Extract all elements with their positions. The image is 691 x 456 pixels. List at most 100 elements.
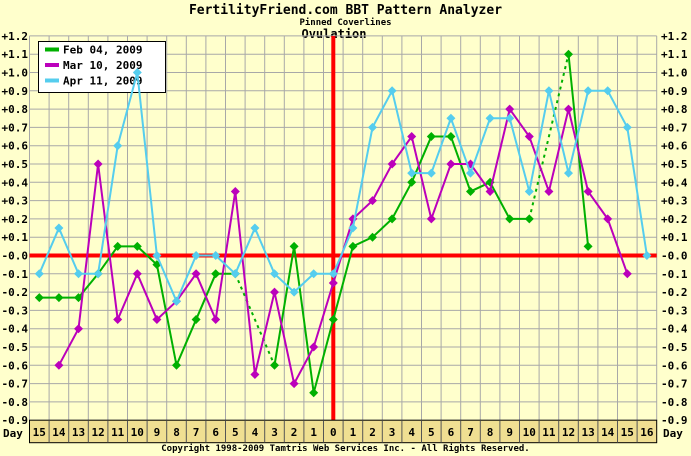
series-line [273,135,530,394]
data-point [211,251,221,260]
y-tick-label: +0.3 [2,195,29,208]
y-tick-label: -0.8 [661,396,688,409]
day-label: 14 [601,426,615,439]
ovulation-line [331,35,336,421]
y-tick-label: +0.4 [661,176,688,189]
day-label: 5 [428,426,435,439]
data-point [211,269,221,279]
day-axis-label-right: Day [663,427,683,440]
y-tick-label: -0.1 [2,268,29,281]
day-axis-label-left: Day [3,427,23,440]
data-point [544,186,554,196]
y-axis-left: +1.2 +1.1 +1.0 +0.9 +0.8 +0.7 +0.6 +0.5 +0.4 +0.3… [2,30,29,427]
y-tick-label: -0.0 [2,250,29,263]
data-point [172,360,181,370]
y-tick-label: +0.8 [2,103,29,116]
day-label: 13 [581,426,594,439]
day-label: 7 [467,426,474,439]
data-point [132,68,142,77]
data-point [309,342,319,352]
y-tick-label: +0.7 [2,121,29,134]
data-point [583,186,593,196]
day-label: 8 [173,426,180,439]
day-label: 2 [291,426,298,439]
data-point [211,315,221,325]
series-dashed-gap [528,53,570,220]
legend: Feb 04, 2009 Mar 10, 2009 Apr 11, 2009 [38,41,166,93]
data-point [387,86,397,96]
y-tick-label: -0.3 [2,304,29,317]
y-axis-right: +1.2 +1.1 +1.0 +0.9 +0.8 +0.7 +0.6 +0.5 +0.4 +0.3… [661,30,688,427]
y-tick-label: +0.3 [661,195,688,208]
day-label: 11 [111,426,125,439]
day-label: 12 [91,426,104,439]
data-point [426,132,436,142]
y-tick-label: -0.7 [661,378,688,391]
data-point [583,241,593,251]
series-markers [34,68,652,306]
legend-label: Feb 04, 2009 [63,44,142,57]
day-label: 6 [448,426,455,439]
y-tick-label: -0.8 [2,396,29,409]
y-tick-label: -0.0 [661,250,688,263]
data-point [348,223,358,233]
data-point [622,269,632,279]
y-tick-label: -0.3 [661,304,688,317]
day-label: 3 [389,426,396,439]
data-point [466,186,475,196]
y-tick-label: -0.9 [2,414,29,427]
data-point [250,223,260,233]
data-point [524,186,534,196]
data-point [191,315,201,325]
day-label: 12 [562,426,575,439]
data-point [368,122,377,132]
data-point [289,241,299,251]
y-tick-label: +0.4 [2,176,29,189]
data-point [564,104,573,114]
coverline [29,253,657,258]
data-point [446,159,456,169]
day-label: 1 [310,426,317,439]
data-point [446,132,456,142]
y-tick-label: -0.9 [661,414,688,427]
y-tick-label: -0.4 [2,323,29,336]
data-point [54,223,64,233]
data-point [230,186,240,196]
data-point [74,293,83,303]
y-tick-label: -0.6 [2,359,29,372]
y-tick-label: +0.2 [661,213,688,226]
data-point [622,122,632,132]
day-label: 10 [131,426,144,439]
data-point [54,360,64,370]
y-tick-label: -0.2 [2,286,29,299]
y-tick-label: +1.1 [2,48,29,61]
data-point [270,287,279,297]
data-point [426,168,436,178]
data-point [426,214,436,224]
day-label: 8 [487,426,494,439]
data-point [603,86,613,96]
data-point [289,379,299,389]
day-label: 0 [330,426,337,439]
y-tick-label: -0.6 [661,359,688,372]
day-label: 9 [506,426,513,439]
y-tick-label: +0.7 [661,121,688,134]
legend-label: Apr 11, 2009 [63,75,142,88]
page-title: FertilityFriend.com BBT Pattern Analyzer [188,3,503,18]
data-point [74,269,83,279]
data-point [132,269,142,279]
data-point [93,159,103,169]
series-dashed-gap [234,273,276,366]
data-point [113,141,123,151]
data-point [309,269,319,279]
data-point [230,269,240,279]
day-label: 9 [154,426,161,439]
data-point [191,269,201,279]
day-label: 14 [52,426,66,439]
y-tick-label: +0.6 [2,140,29,153]
y-tick-label: -0.4 [661,323,688,336]
data-point [485,186,495,196]
data-point [524,214,534,224]
